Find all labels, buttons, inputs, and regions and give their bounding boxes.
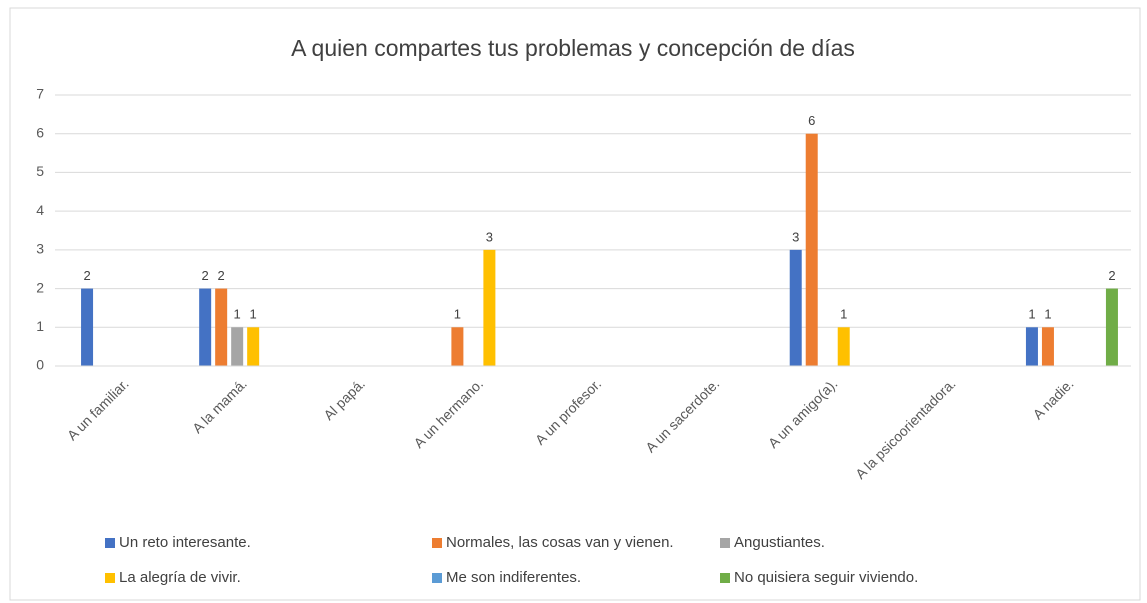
data-label: 2 xyxy=(1108,268,1115,283)
legend-swatch xyxy=(432,538,442,548)
legend-swatch xyxy=(105,573,115,583)
data-label: 2 xyxy=(202,268,209,283)
y-tick-label: 3 xyxy=(36,241,44,257)
data-label: 1 xyxy=(250,307,257,322)
data-label: 1 xyxy=(234,307,241,322)
data-label-bg xyxy=(484,229,495,245)
bar xyxy=(1105,288,1118,366)
data-label: 1 xyxy=(840,307,847,322)
data-label-bg xyxy=(807,113,817,129)
data-label: 1 xyxy=(1044,307,1051,322)
data-label: 6 xyxy=(808,113,815,128)
legend-label: Normales, las cosas van y vienen. xyxy=(446,534,674,551)
y-tick-label: 0 xyxy=(36,357,44,373)
data-label: 1 xyxy=(1028,307,1035,322)
data-label-bg xyxy=(1027,306,1037,322)
legend-label: Me son indiferentes. xyxy=(446,569,581,586)
data-label-bg xyxy=(452,306,463,322)
bar xyxy=(451,327,464,366)
bar xyxy=(805,133,818,366)
data-label-bg xyxy=(839,306,849,322)
bar xyxy=(1025,327,1038,366)
legend-swatch xyxy=(720,538,730,548)
data-label-bg xyxy=(1107,268,1117,284)
bar xyxy=(247,327,260,366)
data-label: 3 xyxy=(486,229,493,244)
legend-label: Un reto interesante. xyxy=(119,534,251,551)
bar xyxy=(1041,327,1054,366)
bar xyxy=(81,288,94,366)
data-label-bg xyxy=(1043,306,1053,322)
y-tick-label: 4 xyxy=(36,202,44,218)
chart-frame xyxy=(9,7,1141,601)
data-label: 2 xyxy=(83,268,90,283)
y-tick-label: 5 xyxy=(36,163,44,179)
data-label: 1 xyxy=(454,307,461,322)
legend-label: La alegría de vivir. xyxy=(119,569,241,586)
bar xyxy=(789,249,802,366)
data-label-bg xyxy=(216,268,226,284)
data-label: 3 xyxy=(792,229,799,244)
y-tick-label: 6 xyxy=(36,124,44,140)
bar xyxy=(483,249,496,366)
y-tick-label: 2 xyxy=(36,279,44,295)
bar xyxy=(231,327,244,366)
y-tick-label: 7 xyxy=(36,86,44,102)
bar xyxy=(215,288,228,366)
data-label: 2 xyxy=(218,268,225,283)
data-label-bg xyxy=(232,306,242,322)
legend-swatch xyxy=(432,573,442,583)
data-label-bg xyxy=(82,268,92,284)
legend-swatch xyxy=(105,538,115,548)
legend-label: No quisiera seguir viviendo. xyxy=(734,569,918,586)
data-label-bg xyxy=(200,268,210,284)
data-label-bg xyxy=(248,306,258,322)
y-tick-label: 1 xyxy=(36,318,44,334)
bar xyxy=(199,288,212,366)
data-label-bg xyxy=(791,229,801,245)
legend-label: Angustiantes. xyxy=(734,534,825,551)
bar xyxy=(837,327,850,366)
chart-title: A quien compartes tus problemas y concep… xyxy=(291,35,855,61)
legend-swatch xyxy=(720,573,730,583)
